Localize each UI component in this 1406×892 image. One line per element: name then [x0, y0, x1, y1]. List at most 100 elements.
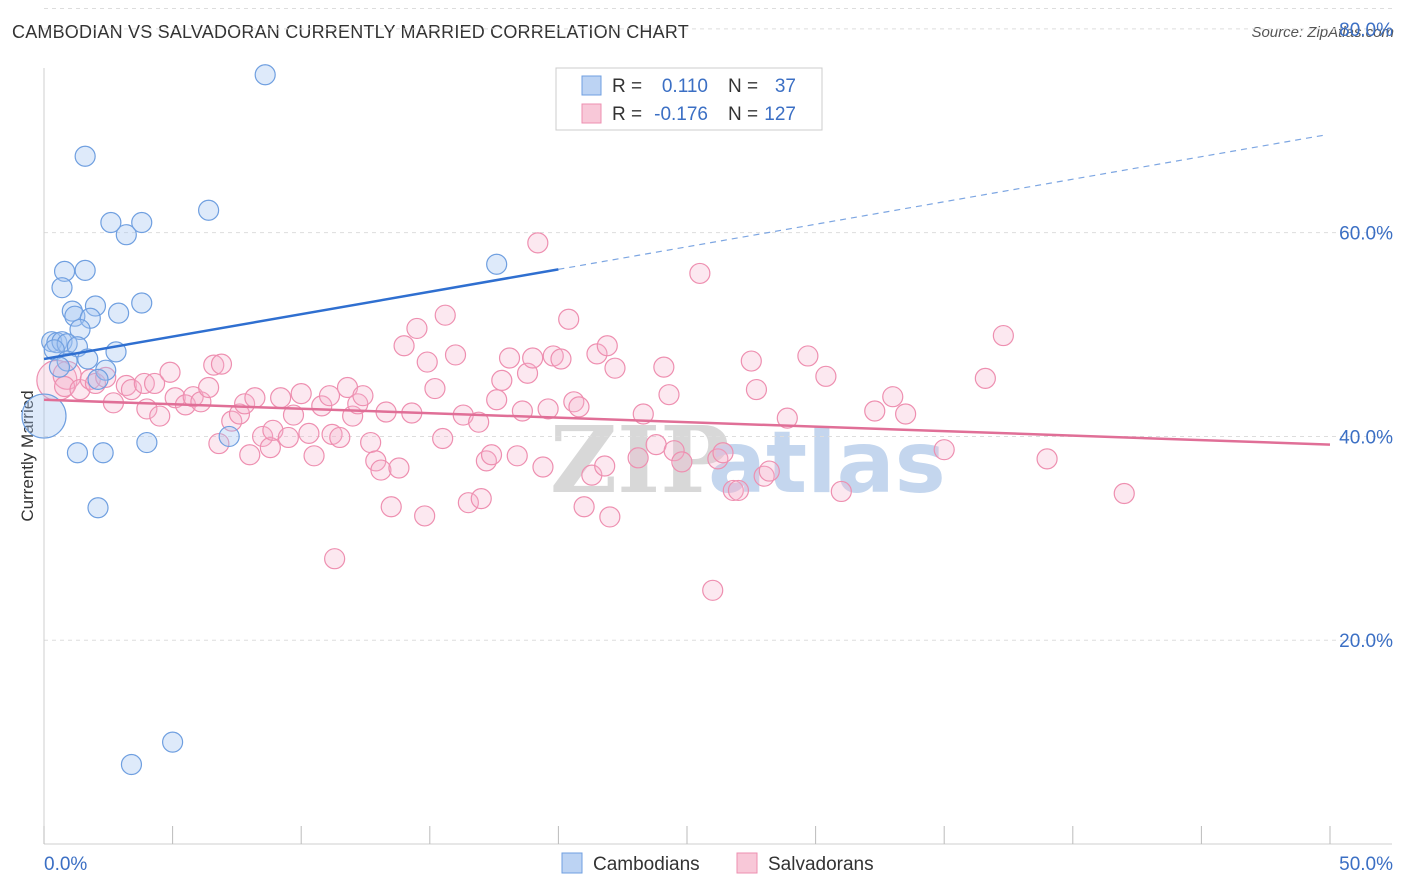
- salvadoran-point-9: [120, 378, 143, 401]
- salvadoran-point-36: [303, 445, 325, 467]
- salvadoran-point-33: [282, 404, 305, 426]
- cambodian-point-4: [100, 211, 122, 234]
- salvadoran-point-108: [815, 365, 837, 387]
- salvadoran-point-102: [740, 350, 762, 372]
- salvadoran-point-57: [424, 377, 446, 400]
- x-ticks: [43, 826, 1331, 844]
- salvadoran-point-76: [537, 398, 559, 420]
- cambodian-point-27: [48, 356, 71, 378]
- legend-n-value-1: 37: [775, 76, 796, 97]
- source-credit: Source: ZipAtlas.com: [1251, 24, 1394, 41]
- cambodian-point-14: [64, 305, 86, 327]
- cambodian-point-10: [51, 277, 73, 299]
- salvadoran-point-11: [143, 372, 166, 395]
- salvadoran-point-59: [434, 304, 456, 326]
- cambodian-point-31: [136, 431, 158, 454]
- salvadoran-point-109: [830, 480, 852, 503]
- salvadoran-point-56: [416, 351, 438, 373]
- salvadoran-point-46: [360, 431, 382, 454]
- cambodian-point-11: [131, 292, 153, 314]
- bottom-legend-swatch-salvadorans: [736, 852, 758, 874]
- salvadoran-point-106: [776, 407, 798, 429]
- salvadoran-point-117: [1113, 482, 1135, 505]
- salvadoran-point-15: [164, 387, 186, 409]
- salvadoran-point-28: [252, 425, 274, 448]
- bottom-legend-swatch-cambodians: [561, 852, 583, 874]
- cambodian-point-36: [120, 753, 143, 776]
- y-tick-label-40: 40.0%: [1339, 427, 1393, 448]
- cambodian-point-8: [53, 260, 76, 282]
- cambodians-points: [21, 64, 508, 776]
- axes: [43, 68, 1392, 845]
- salvadoran-point-107: [797, 345, 819, 367]
- cambodian-point-35: [162, 731, 184, 753]
- salvadoran-point-29: [259, 437, 281, 459]
- salvadoran-point-113: [933, 439, 955, 461]
- gridlines: [44, 8, 1392, 641]
- salvadoran-point-60: [444, 344, 467, 366]
- salvadoran-point-30: [262, 419, 284, 441]
- cambodian-point-16: [107, 302, 130, 324]
- legend-swatch-salvadorans: [581, 103, 602, 124]
- salvadoran-point-99: [712, 442, 734, 464]
- salvadoran-point-24: [228, 403, 251, 425]
- salvadoran-point-20: [203, 354, 225, 376]
- cambodian-point-6: [115, 224, 137, 246]
- cambodians-trend-extension: [558, 134, 1327, 270]
- salvadoran-point-48: [370, 459, 392, 481]
- salvadoran-point-81: [568, 396, 590, 418]
- bottom-legend-salvadorans: Salvadorans: [768, 854, 874, 875]
- salvadoran-point-89: [627, 447, 649, 469]
- cambodian-point-12: [84, 295, 107, 317]
- salvadoran-point-32: [277, 426, 299, 449]
- legend-r-value-2: -0.176: [654, 104, 708, 125]
- salvadoran-point-63: [468, 411, 490, 433]
- salvadoran-point-73: [522, 347, 544, 369]
- salvadoran-point-38: [318, 385, 341, 407]
- correlation-legend: R = 0.110 N = 37 R = -0.176 N = 127: [555, 67, 823, 131]
- salvadoran-point-70: [506, 445, 528, 467]
- chart-title: CAMBODIAN VS SALVADORAN CURRENTLY MARRIE…: [12, 22, 689, 42]
- salvadoran-point-13: [149, 405, 171, 427]
- bottom-legend-cambodians: Cambodians: [593, 854, 700, 875]
- salvadoran-point-19: [198, 376, 220, 399]
- salvadoran-point-110: [864, 400, 886, 422]
- y-tick-labels: 20.0% 40.0% 60.0% 80.0%: [1339, 20, 1393, 652]
- salvadoran-point-86: [599, 506, 621, 528]
- salvadoran-point-116: [1036, 448, 1058, 470]
- x-tick-label-max: 50.0%: [1339, 854, 1393, 875]
- salvadoran-point-71: [511, 400, 533, 422]
- salvadoran-point-92: [653, 356, 675, 378]
- salvadoran-point-96: [689, 262, 711, 285]
- salvadoran-point-93: [658, 384, 680, 406]
- salvadoran-point-34: [290, 383, 312, 405]
- salvadoran-point-103: [745, 378, 768, 401]
- salvadoran-point-90: [632, 403, 654, 425]
- salvadoran-point-27: [244, 387, 266, 409]
- x-tick-label-min: 0.0%: [44, 854, 87, 875]
- legend-n-label-2: N =: [728, 104, 758, 125]
- salvadoran-point-69: [498, 347, 521, 369]
- cambodian-point-17: [69, 318, 91, 341]
- salvadoran-point-66: [480, 444, 503, 466]
- salvadoran-point-2: [53, 375, 76, 398]
- salvadoran-point-85: [594, 455, 616, 477]
- y-tick-label-20: 20.0%: [1339, 631, 1393, 652]
- salvadoran-point-6: [95, 366, 117, 388]
- cambodian-point-9: [74, 259, 96, 281]
- salvadoran-point-31: [270, 387, 292, 409]
- cambodian-point-5: [131, 211, 153, 234]
- series-legend: Cambodians Salvadorans: [561, 852, 874, 875]
- salvadoran-point-87: [596, 335, 618, 357]
- salvadoran-point-97: [702, 579, 724, 601]
- salvadoran-point-78: [550, 348, 572, 370]
- cambodian-point-3: [198, 199, 220, 221]
- legend-n-value-2: 127: [764, 104, 796, 125]
- salvadoran-point-25: [234, 393, 256, 415]
- trend-lines: [43, 134, 1331, 446]
- cambodian-point-33: [92, 442, 114, 464]
- salvadoran-point-101: [727, 479, 750, 502]
- salvadoran-point-112: [895, 403, 917, 425]
- cambodian-point-26: [77, 348, 99, 370]
